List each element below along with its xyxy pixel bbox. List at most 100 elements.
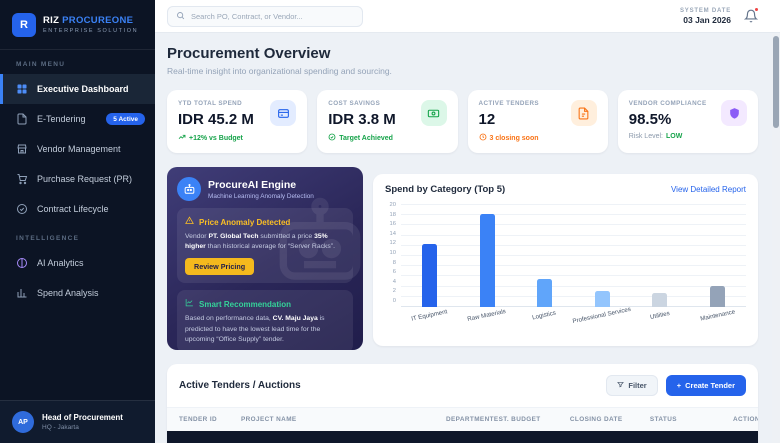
kpi-value: IDR 45.2 M <box>178 111 254 128</box>
document-icon <box>16 113 28 125</box>
gridline <box>401 295 746 297</box>
robot-icon <box>177 177 201 201</box>
procure-ai-panel: ProcureAI Engine Machine Learning Anomal… <box>167 167 363 350</box>
robot-watermark-icon <box>265 189 363 299</box>
brand-name-secondary: PROCUREONE <box>62 15 134 26</box>
column-header-project-name: PROJECT NAME <box>241 416 297 423</box>
view-detailed-report-link[interactable]: View Detailed Report <box>670 185 746 194</box>
gridline <box>401 306 746 307</box>
chart-bar-0 <box>422 243 438 307</box>
smart-recommendation-body: Based on performance data, CV. Maju Jaya… <box>185 315 325 343</box>
cart-icon <box>16 173 28 185</box>
gridline <box>401 265 746 267</box>
plus-icon: + <box>676 381 682 390</box>
notification-bell-icon[interactable] <box>743 7 759 23</box>
gridline <box>401 204 746 205</box>
y-tick-label: 18 <box>389 211 396 218</box>
search-input[interactable] <box>191 11 354 21</box>
notification-dot <box>754 7 759 12</box>
page-subtitle: Real-time insight into organizational sp… <box>167 66 392 76</box>
filter-button[interactable]: Filter <box>606 375 658 396</box>
smart-recommendation-header: Smart Recommendation <box>185 298 345 311</box>
tenders-actions: Filter + Create Tender <box>606 375 746 396</box>
column-header-closing-date: CLOSING DATE <box>569 416 623 423</box>
column-header-est-budget: EST. BUDGET <box>493 416 541 423</box>
gridline <box>401 285 746 287</box>
chart-x-labels: IT Equipment Raw Materials Logistics Profes… <box>401 306 746 325</box>
kpi-label: YTD TOTAL SPEND <box>178 100 243 107</box>
sidebar-item-spend-analysis[interactable]: Spend Analysis <box>0 278 155 308</box>
x-tick-label: Logistics <box>531 309 557 322</box>
sidebar-item-purchase-request[interactable]: Purchase Request (PR) <box>0 164 155 194</box>
user-profile[interactable]: AP Head of Procurement HQ - Jakarta <box>0 400 155 443</box>
kpi-card-cost-savings: COST SAVINGS IDR 3.8 M Target Achieved <box>317 90 458 153</box>
kpi-label: COST SAVINGS <box>328 100 381 107</box>
chart-title: Spend by Category (Top 5) <box>385 184 506 195</box>
table-row-partial <box>167 431 758 443</box>
chart-bars <box>401 205 746 307</box>
anomaly-alert-card: Price Anomaly Detected Vendor PT. Global… <box>177 208 353 284</box>
smart-recommendation-card: Smart Recommendation Based on performanc… <box>177 290 353 350</box>
y-tick-label: 8 <box>392 259 396 266</box>
create-tender-button[interactable]: + Create Tender <box>665 375 746 396</box>
clock-icon <box>479 133 487 143</box>
gridline <box>401 214 746 216</box>
active-count-badge: 5 Active <box>106 113 145 125</box>
y-tick-label: 12 <box>389 240 396 247</box>
sidebar-item-ai-analytics[interactable]: AI Analytics <box>0 248 155 278</box>
anomaly-alert-title: Price Anomaly Detected <box>199 217 291 227</box>
y-tick-label: 0 <box>392 297 396 304</box>
x-tick-label: Utilities <box>649 310 671 321</box>
page-title: Procurement Overview <box>167 45 331 62</box>
kpi-note-text: +12% vs Budget <box>189 134 243 142</box>
page-head: Procurement Overview Real-time insight i… <box>167 45 758 76</box>
sidebar-item-label: E-Tendering <box>37 114 86 124</box>
chart-plot <box>401 204 746 307</box>
column-header-tender-id: TENDER ID <box>179 416 218 423</box>
nav-section-main-menu: MAIN MENU <box>16 61 66 68</box>
scrollbar-thumb[interactable] <box>773 36 779 128</box>
main-area: SYSTEM DATE 03 Jan 2026 Procurement Over… <box>155 0 780 443</box>
kpi-note-text: 3 closing soon <box>489 134 539 142</box>
chart-bar-4 <box>652 292 668 307</box>
y-tick-label: 16 <box>389 221 396 228</box>
storefront-icon <box>16 143 28 155</box>
sidebar-item-e-tendering[interactable]: E-Tendering 5 Active <box>0 104 155 134</box>
sidebar-item-label: Contract Lifecycle <box>37 204 109 214</box>
sidebar: R RIZ PROCUREONE ENTERPRISE SOLUTION MAI… <box>0 0 155 443</box>
sidebar-item-label: Spend Analysis <box>37 288 99 298</box>
ai-panel-title: ProcureAI Engine <box>208 178 297 191</box>
kpi-label: VENDOR COMPLIANCE <box>628 100 707 107</box>
filter-icon <box>617 381 625 390</box>
user-info: Head of Procurement HQ - Jakarta <box>42 413 123 431</box>
sidebar-item-label: Vendor Management <box>37 144 121 154</box>
sidebar-item-contract-lifecycle[interactable]: Contract Lifecycle <box>0 194 155 224</box>
column-header-action: ACTION <box>733 416 758 423</box>
topbar-right: SYSTEM DATE 03 Jan 2026 <box>680 7 759 25</box>
warning-triangle-icon <box>185 216 194 229</box>
system-date: SYSTEM DATE 03 Jan 2026 <box>680 8 731 25</box>
gridline <box>401 244 746 246</box>
sidebar-item-executive-dashboard[interactable]: Executive Dashboard <box>0 74 155 104</box>
sidebar-item-vendor-management[interactable]: Vendor Management <box>0 134 155 164</box>
gridline <box>401 275 746 277</box>
sidebar-item-label: AI Analytics <box>37 258 84 268</box>
system-date-label: SYSTEM DATE <box>679 7 731 14</box>
check-circle-icon <box>328 133 336 143</box>
x-tick-label: Raw Materials <box>466 308 507 323</box>
review-pricing-button[interactable]: Review Pricing <box>185 258 255 276</box>
ai-panel-subtitle: Machine Learning Anomaly Detection <box>208 192 314 200</box>
kpi-card-active-tenders: ACTIVE TENDERS 12 3 closing soon <box>467 90 608 153</box>
sidebar-item-label: Purchase Request (PR) <box>37 174 133 184</box>
chart-bar-5 <box>709 286 725 307</box>
brand: R RIZ PROCUREONE ENTERPRISE SOLUTION <box>0 0 155 50</box>
kpi-value: 98.5% <box>628 111 672 128</box>
user-name: Head of Procurement <box>42 413 123 422</box>
avatar: AP <box>12 411 34 433</box>
system-date-value: 03 Jan 2026 <box>683 14 731 25</box>
filter-button-label: Filter <box>628 381 647 390</box>
search-box <box>167 5 363 27</box>
column-header-department: DEPARTMENT <box>446 416 494 423</box>
kpi-value: IDR 3.8 M <box>328 111 396 128</box>
create-tender-label: Create Tender <box>685 381 735 390</box>
